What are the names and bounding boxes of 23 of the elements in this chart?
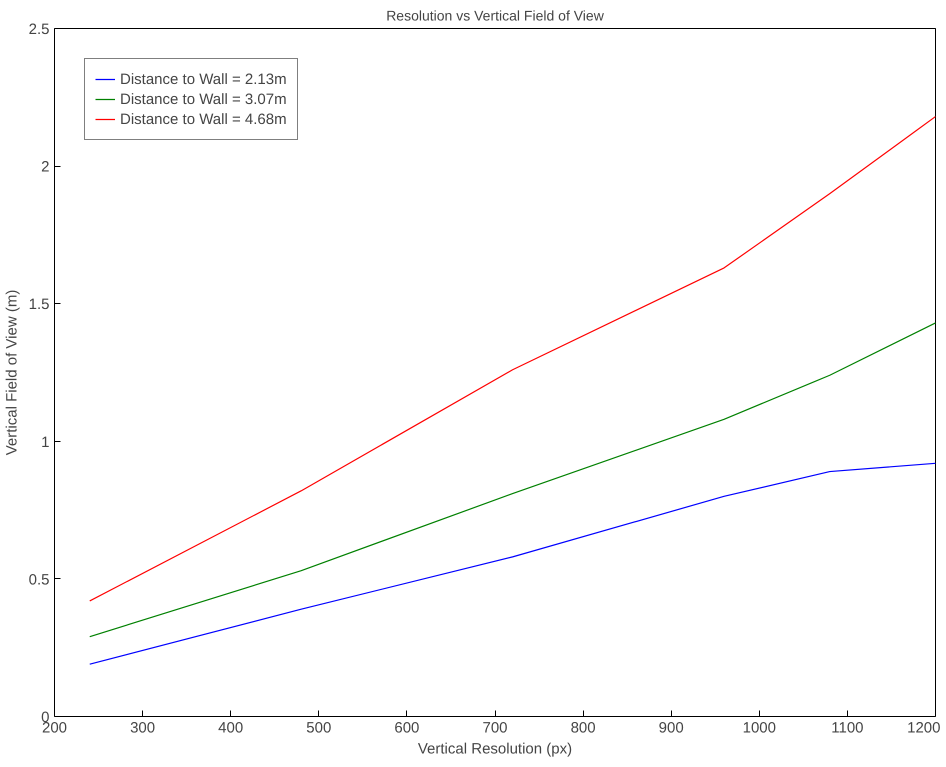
x-tick-label: 800 <box>570 720 596 736</box>
x-tick-label: 300 <box>130 720 156 736</box>
legend-label: Distance to Wall = 3.07m <box>120 90 287 108</box>
y-tick-label: 2.5 <box>28 21 50 38</box>
x-tick-label: 1200 <box>907 720 941 736</box>
y-tick-label: 0.5 <box>28 571 50 588</box>
x-tick-label: 1100 <box>831 720 864 736</box>
x-tick-label: 1000 <box>742 720 776 736</box>
x-tick-label: 500 <box>306 720 332 736</box>
x-tick-label: 600 <box>394 720 420 736</box>
x-tick-label: 700 <box>482 720 508 736</box>
y-axis-title: Vertical Field of View (m) <box>4 290 21 456</box>
legend-label: Distance to Wall = 2.13m <box>120 70 287 88</box>
x-tick-label: 400 <box>218 720 244 736</box>
x-tick-label: 900 <box>658 720 684 736</box>
x-axis-title: Vertical Resolution (px) <box>418 740 572 758</box>
line-series <box>89 462 936 665</box>
y-tick-label: 1.5 <box>28 296 50 314</box>
chart-title: Resolution vs Vertical Field of View <box>386 8 605 24</box>
y-tick-label: 2 <box>41 158 50 176</box>
y-tick-label: 1 <box>41 434 50 451</box>
legend-label: Distance to Wall = 4.68m <box>120 110 287 128</box>
line-series <box>89 322 936 638</box>
